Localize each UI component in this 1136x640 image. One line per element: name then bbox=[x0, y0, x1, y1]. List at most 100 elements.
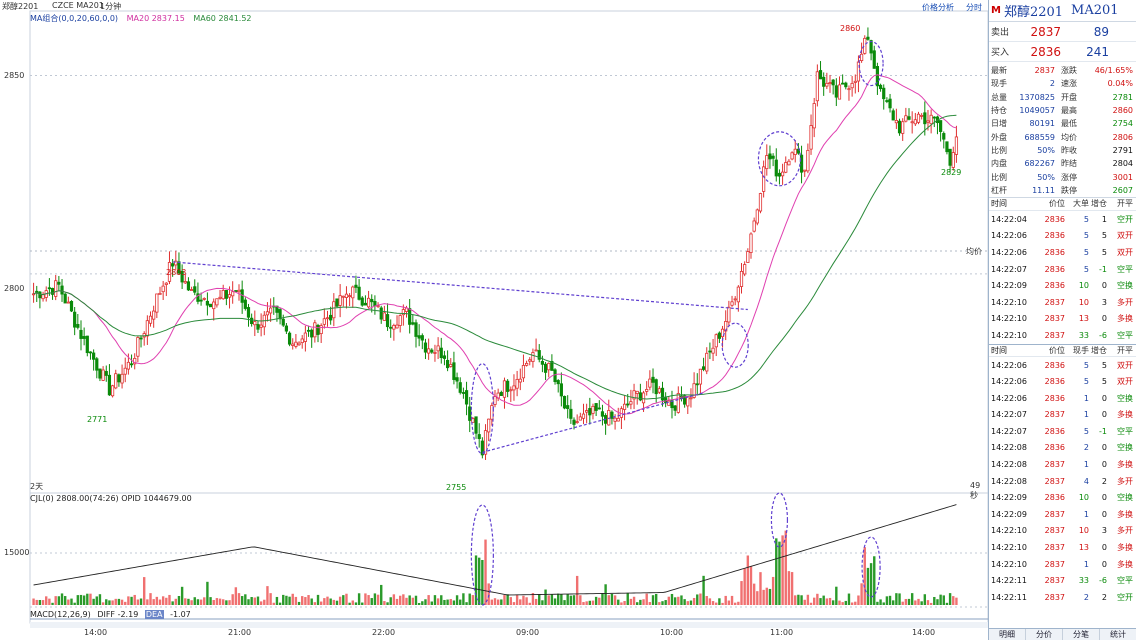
stat-key: 比例 bbox=[991, 145, 1007, 155]
volume-bar bbox=[82, 595, 86, 605]
candle-body bbox=[790, 152, 794, 160]
volume-bar bbox=[664, 600, 667, 605]
tick-row[interactable]: 14:22:06 2836 5 5 双开 bbox=[989, 244, 1136, 261]
candle-body bbox=[755, 209, 759, 224]
volume-bar bbox=[48, 598, 51, 605]
big-order-list[interactable]: 14:22:04 2836 5 1 空开 14:22:06 2836 5 5 双开 14:22:06… bbox=[989, 211, 1136, 344]
tick-row[interactable]: 14:22:10 2837 33 -6 空平 bbox=[989, 327, 1136, 344]
tick-type: 多换 bbox=[1117, 509, 1133, 519]
candle-body bbox=[389, 326, 393, 329]
candle-body bbox=[809, 125, 813, 150]
volume-bar bbox=[689, 600, 693, 605]
tick-detail-list[interactable]: 14:22:06 2836 5 5 双开 14:22:06 2836 5 5 双开 14:22:06… bbox=[989, 357, 1136, 606]
tick-price: 2836 bbox=[1044, 360, 1065, 370]
candle-body bbox=[673, 405, 677, 411]
tick-volume: 1 bbox=[1083, 559, 1089, 569]
sell-quote[interactable]: 卖出 2837 89 bbox=[989, 22, 1136, 42]
tick-row[interactable]: 14:22:10 2837 13 0 多换 bbox=[989, 539, 1136, 556]
volume-bar bbox=[184, 598, 187, 605]
volume-bar bbox=[610, 593, 614, 605]
candle-body bbox=[433, 352, 437, 354]
tick-row[interactable]: 14:22:07 2837 1 0 多换 bbox=[989, 407, 1136, 424]
tab-tick[interactable]: 分笔 bbox=[1063, 629, 1100, 640]
volume-bar bbox=[740, 581, 743, 605]
candle-body bbox=[180, 270, 184, 283]
tick-row[interactable]: 14:22:07 2836 5 -1 空平 bbox=[989, 261, 1136, 278]
volume-bar bbox=[873, 556, 876, 605]
tick-row[interactable]: 14:22:10 2837 10 3 多开 bbox=[989, 294, 1136, 311]
candle-body bbox=[910, 121, 914, 124]
candle-body bbox=[828, 82, 832, 85]
tab-detail[interactable]: 明细 bbox=[989, 629, 1026, 640]
volume-bar bbox=[487, 583, 490, 605]
tick-row[interactable]: 14:22:07 2836 5 -1 空平 bbox=[989, 423, 1136, 440]
candle-body bbox=[360, 297, 364, 306]
tick-row[interactable]: 14:22:09 2836 10 0 空换 bbox=[989, 277, 1136, 294]
volume-bar bbox=[575, 575, 579, 605]
volume-bar bbox=[942, 595, 945, 605]
tick-price: 2837 bbox=[1044, 410, 1065, 420]
kline-chart[interactable] bbox=[0, 0, 988, 640]
candle-body bbox=[376, 305, 380, 308]
tick-row[interactable]: 14:22:08 2837 1 0 多换 bbox=[989, 456, 1136, 473]
tick-row[interactable]: 14:22:06 2836 5 5 双开 bbox=[989, 357, 1136, 374]
tick-price: 2836 bbox=[1044, 377, 1065, 387]
candle-body bbox=[76, 324, 80, 328]
tick-row[interactable]: 14:22:04 2836 5 1 空开 bbox=[989, 211, 1136, 228]
stat-key: 外盘 bbox=[991, 132, 1007, 142]
volume-bar bbox=[193, 597, 196, 605]
tick-row[interactable]: 14:22:10 2837 1 0 多换 bbox=[989, 556, 1136, 573]
tick-oi: 3 bbox=[1101, 526, 1107, 536]
candle-body bbox=[891, 110, 895, 121]
candle-body bbox=[888, 98, 892, 109]
tick-row[interactable]: 14:22:06 2836 5 5 双开 bbox=[989, 228, 1136, 245]
buy-quote[interactable]: 买入 2836 241 bbox=[989, 42, 1136, 62]
candle-body bbox=[420, 335, 424, 341]
tick-row[interactable]: 14:22:08 2836 2 0 空换 bbox=[989, 440, 1136, 457]
candle-body bbox=[758, 193, 763, 212]
tick-volume: 13 bbox=[1078, 314, 1089, 324]
quote-panel: M 郑醇2201 MA201 卖出 2837 89 买入 2836 241 最新… bbox=[988, 0, 1136, 640]
tick-row[interactable]: 14:22:09 2837 1 0 多换 bbox=[989, 506, 1136, 523]
candle-body bbox=[765, 155, 769, 170]
candle-body bbox=[442, 355, 447, 359]
timeshare-link[interactable]: 分时 bbox=[966, 3, 982, 12]
volume-bar bbox=[869, 563, 873, 605]
tick-row[interactable]: 14:22:11 2837 2 2 空开 bbox=[989, 589, 1136, 606]
tick-volume: 5 bbox=[1083, 231, 1089, 241]
tick-row[interactable]: 14:22:06 2836 1 0 空换 bbox=[989, 390, 1136, 407]
price-analysis-link[interactable]: 价格分析 bbox=[922, 3, 954, 12]
candle-body bbox=[629, 401, 633, 405]
candle-body bbox=[300, 338, 304, 343]
candle-body bbox=[98, 368, 102, 379]
tick-row[interactable]: 14:22:11 2837 33 -6 空平 bbox=[989, 572, 1136, 589]
candle-body bbox=[92, 352, 96, 360]
candle-body bbox=[572, 419, 576, 425]
kline-chart-area[interactable]: 郑醇2201 CZCE MA201 1分钟 价格分析 分时 MA组合(0,0,2… bbox=[0, 0, 988, 640]
tick-row[interactable]: 14:22:06 2836 5 5 双开 bbox=[989, 373, 1136, 390]
tab-stats[interactable]: 统计 bbox=[1100, 629, 1136, 640]
tab-price[interactable]: 分价 bbox=[1026, 629, 1063, 640]
volume-bar bbox=[449, 599, 452, 605]
period-selector[interactable]: 1分钟 bbox=[100, 2, 122, 11]
stat-key: 现手 bbox=[991, 79, 1007, 89]
volume-highlight-ellipse bbox=[861, 536, 881, 598]
volume-bar bbox=[41, 600, 45, 605]
candle-body bbox=[480, 440, 484, 456]
tick-price: 2837 bbox=[1044, 460, 1065, 470]
candle-body bbox=[79, 329, 83, 339]
stat-value-2: 0.04% bbox=[1107, 79, 1133, 89]
tick-row[interactable]: 14:22:10 2837 13 0 多换 bbox=[989, 311, 1136, 328]
candle-body bbox=[411, 322, 415, 325]
stat-value: 1370825 bbox=[1019, 92, 1055, 102]
volume-bar bbox=[142, 577, 146, 605]
candle-body bbox=[423, 342, 428, 353]
candle-body bbox=[904, 115, 908, 122]
stat-value: 2 bbox=[1049, 79, 1055, 89]
tick-row[interactable]: 14:22:09 2836 10 0 空换 bbox=[989, 489, 1136, 506]
candle-body bbox=[414, 322, 418, 337]
tick-row[interactable]: 14:22:10 2837 10 3 多开 bbox=[989, 523, 1136, 540]
stat-key: 日增 bbox=[991, 119, 1007, 129]
tick-type: 空换 bbox=[1117, 443, 1133, 453]
tick-row[interactable]: 14:22:08 2837 4 2 多开 bbox=[989, 473, 1136, 490]
